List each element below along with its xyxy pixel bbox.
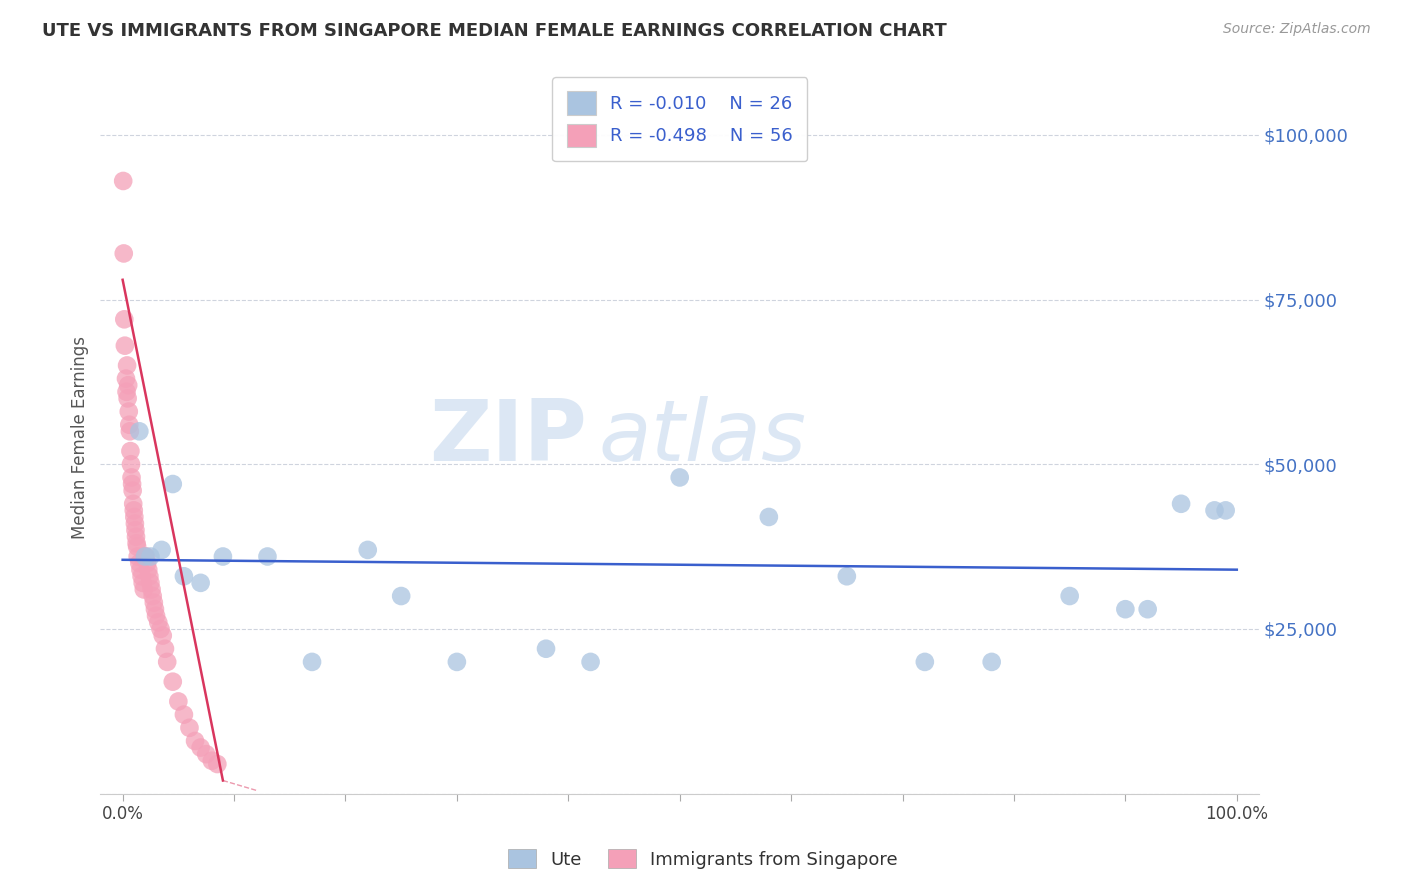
Point — [118, 425, 141, 439]
Point — [579, 655, 602, 669]
Point — [1170, 497, 1192, 511]
Point — [117, 392, 139, 406]
Point — [134, 549, 156, 564]
Legend: Ute, Immigrants from Singapore: Ute, Immigrants from Singapore — [501, 841, 905, 876]
Point — [143, 602, 166, 616]
Point — [190, 740, 212, 755]
Point — [125, 536, 148, 550]
Point — [120, 444, 142, 458]
Point — [668, 470, 690, 484]
Point — [184, 734, 207, 748]
Point — [357, 542, 380, 557]
Point — [135, 549, 157, 564]
Point — [201, 754, 224, 768]
Text: Source: ZipAtlas.com: Source: ZipAtlas.com — [1223, 22, 1371, 37]
Point — [142, 596, 165, 610]
Point — [141, 582, 163, 597]
Point — [127, 540, 149, 554]
Point — [1059, 589, 1081, 603]
Point — [758, 510, 780, 524]
Point — [534, 641, 557, 656]
Point — [112, 246, 135, 260]
Point — [162, 674, 184, 689]
Point — [139, 575, 162, 590]
Point — [136, 556, 159, 570]
Point — [124, 523, 146, 537]
Point — [115, 384, 138, 399]
Legend: R = -0.010    N = 26, R = -0.498    N = 56: R = -0.010 N = 26, R = -0.498 N = 56 — [553, 77, 807, 161]
Point — [914, 655, 936, 669]
Point — [145, 608, 167, 623]
Point — [114, 339, 136, 353]
Point — [121, 483, 143, 498]
Point — [124, 516, 146, 531]
Text: ZIP: ZIP — [429, 396, 588, 479]
Point — [122, 497, 145, 511]
Point — [117, 378, 139, 392]
Point — [256, 549, 278, 564]
Point — [128, 556, 150, 570]
Point — [131, 569, 153, 583]
Point — [134, 549, 156, 564]
Point — [129, 563, 152, 577]
Point — [125, 530, 148, 544]
Y-axis label: Median Female Earnings: Median Female Earnings — [72, 336, 89, 540]
Point — [136, 563, 159, 577]
Point — [980, 655, 1002, 669]
Point — [195, 747, 218, 761]
Point — [156, 655, 179, 669]
Point — [835, 569, 858, 583]
Point — [153, 641, 176, 656]
Point — [1114, 602, 1136, 616]
Point — [115, 371, 138, 385]
Point — [138, 569, 160, 583]
Point — [121, 470, 143, 484]
Point — [1204, 503, 1226, 517]
Point — [128, 425, 150, 439]
Point — [1215, 503, 1237, 517]
Point — [124, 510, 146, 524]
Point — [127, 549, 149, 564]
Point — [112, 312, 135, 326]
Point — [190, 575, 212, 590]
Point — [212, 549, 235, 564]
Point — [207, 757, 229, 772]
Text: UTE VS IMMIGRANTS FROM SINGAPORE MEDIAN FEMALE EARNINGS CORRELATION CHART: UTE VS IMMIGRANTS FROM SINGAPORE MEDIAN … — [42, 22, 946, 40]
Point — [162, 477, 184, 491]
Point — [1136, 602, 1159, 616]
Point — [112, 174, 135, 188]
Point — [152, 629, 174, 643]
Point — [149, 622, 172, 636]
Point — [179, 721, 201, 735]
Point — [173, 569, 195, 583]
Point — [139, 549, 162, 564]
Point — [301, 655, 323, 669]
Point — [122, 503, 145, 517]
Point — [150, 542, 173, 557]
Point — [173, 707, 195, 722]
Point — [118, 417, 141, 432]
Point — [115, 359, 138, 373]
Point — [118, 404, 141, 418]
Point — [389, 589, 412, 603]
Point — [132, 582, 155, 597]
Point — [446, 655, 468, 669]
Point — [131, 575, 153, 590]
Text: atlas: atlas — [599, 396, 807, 479]
Point — [148, 615, 170, 630]
Point — [120, 457, 142, 471]
Point — [167, 694, 190, 708]
Point — [142, 589, 165, 603]
Point — [121, 477, 143, 491]
